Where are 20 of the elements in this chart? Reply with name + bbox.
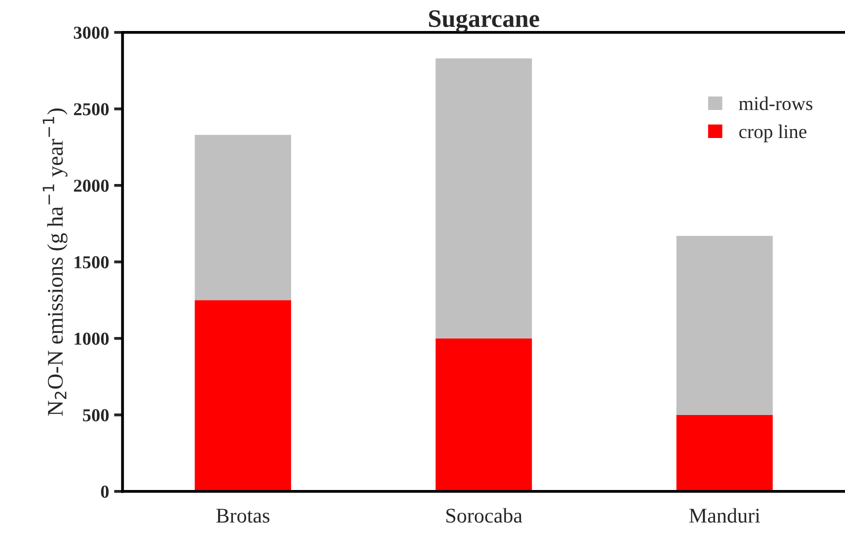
- bar: [436, 58, 532, 338]
- bar: [436, 338, 532, 492]
- bar: [194, 134, 292, 300]
- y-tick-label: 2500: [74, 103, 109, 116]
- bar: [676, 236, 773, 415]
- chart-title: Sugarcane: [429, 10, 540, 32]
- y-tick-label: 2000: [74, 180, 109, 192]
- y-tick-label: 500: [82, 409, 109, 422]
- legend-label: crop line: [739, 124, 806, 142]
- y-tick-label: 1500: [74, 256, 109, 268]
- y-tick-label: 0: [100, 486, 109, 498]
- y-tick-label: 3000: [74, 26, 109, 39]
- y-axis-title: N$_{2}$O-N emissions (g ha$^{−1}$ year$^{−1}$): [42, 108, 68, 416]
- x-tick-label: Manduri: [689, 508, 760, 523]
- bar: [676, 414, 773, 492]
- legend-label: mid-rows: [738, 96, 812, 110]
- bar: [194, 300, 292, 492]
- x-tick-label: Sorocaba: [446, 508, 522, 523]
- y-tick-label: 1000: [74, 332, 109, 345]
- x-tick-label: Brotas: [216, 508, 270, 523]
